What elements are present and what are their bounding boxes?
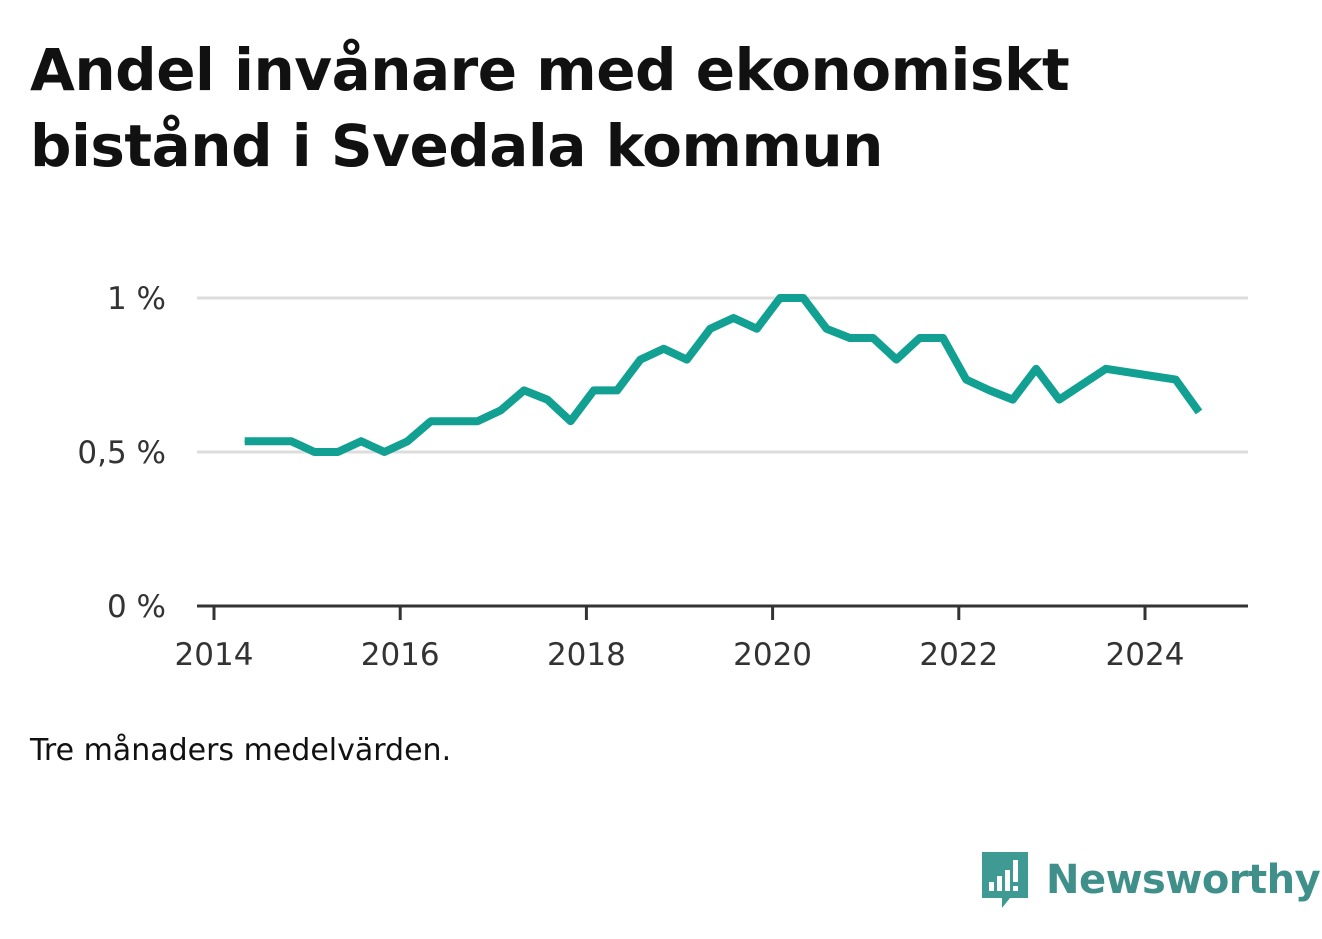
data-point (965, 379, 967, 381)
data-point (244, 440, 246, 442)
brand-logo[interactable]: Newsworthy (980, 850, 1321, 910)
data-point (989, 389, 990, 391)
data-point (1035, 368, 1037, 370)
data-point (1012, 399, 1014, 401)
data-point (779, 297, 781, 299)
brand-name: Newsworthy (1046, 857, 1321, 903)
x-tick-label: 2014 (175, 637, 254, 673)
data-point (267, 440, 269, 442)
data-point (1175, 379, 1177, 381)
newsworthy-logo-icon (982, 852, 1028, 908)
data-point (1105, 368, 1107, 370)
y-tick-labels: 0 % 0,5 % 1 % (77, 281, 166, 625)
series-layer (244, 294, 1203, 456)
data-point (895, 359, 897, 361)
grid-lines (197, 296, 1248, 454)
data-point (686, 359, 688, 361)
data-point (872, 337, 874, 339)
data-point (756, 328, 758, 330)
data-point (407, 440, 409, 442)
data-point (593, 389, 595, 391)
data-point (663, 348, 665, 350)
series-line (244, 294, 1203, 456)
data-point (733, 317, 734, 319)
x-tick-label: 2016 (361, 637, 440, 673)
data-point (919, 337, 921, 339)
data-point (546, 399, 548, 401)
y-tick-label: 1 % (107, 281, 166, 317)
data-point (477, 420, 478, 422)
data-point (616, 389, 618, 391)
data-point (1058, 399, 1060, 401)
data-point (709, 328, 711, 330)
x-tick-label: 2020 (733, 637, 812, 673)
data-point (430, 420, 432, 422)
footnote: Tre månaders medelvärden. (30, 733, 452, 768)
x-tick-label: 2024 (1106, 637, 1185, 673)
data-point (337, 451, 339, 453)
data-point (314, 451, 315, 453)
x-axis (197, 604, 1248, 620)
y-tick-label: 0,5 % (77, 435, 166, 471)
x-tick-label: 2022 (919, 637, 998, 673)
data-point (360, 440, 362, 442)
chart-title: Andel invånare med ekonomiskt bistånd i … (30, 36, 1070, 180)
data-point (802, 297, 804, 299)
data-point (826, 328, 828, 330)
data-point (453, 420, 455, 422)
data-point (942, 337, 944, 339)
data-point (523, 389, 525, 391)
data-point (500, 409, 502, 411)
data-point (570, 420, 572, 422)
data-point (383, 451, 385, 453)
x-tick-label: 2018 (547, 637, 626, 673)
data-point (290, 440, 292, 442)
x-tick-labels: 2014 2016 2018 2020 2022 2024 (175, 637, 1185, 673)
data-point (849, 337, 851, 339)
data-point (639, 359, 641, 361)
y-tick-label: 0 % (107, 589, 166, 625)
data-point (1198, 411, 1200, 413)
line-chart: 0 % 0,5 % 1 % 2014 2016 2018 2020 2022 2024 (77, 281, 1248, 673)
